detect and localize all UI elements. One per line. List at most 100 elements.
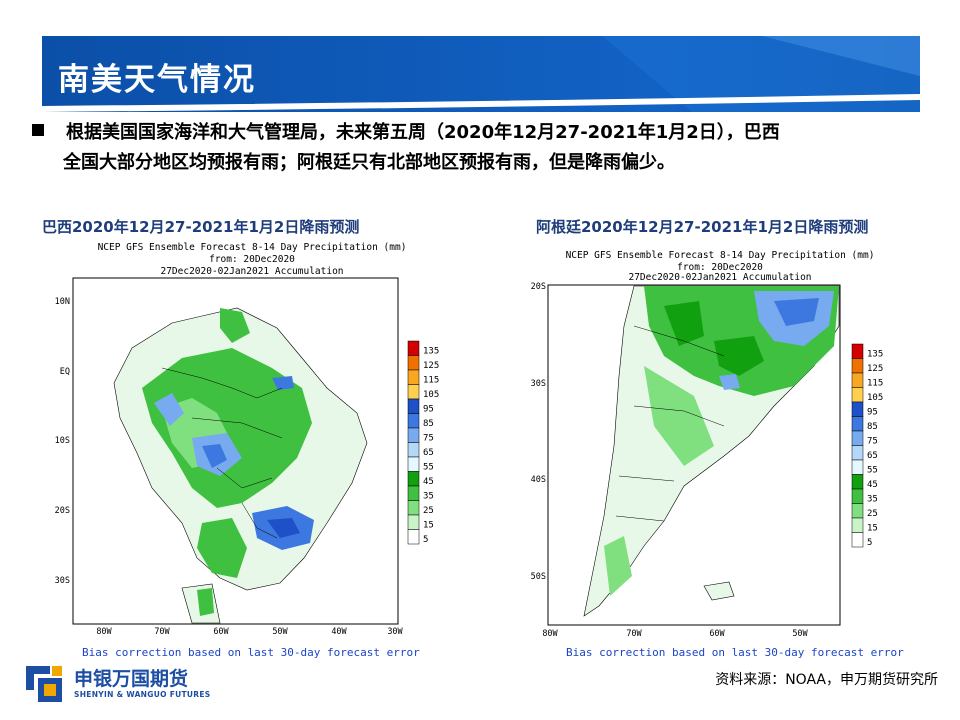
argentina-header-3: 27Dec2020-02Jan2021 Accumulation — [628, 272, 811, 283]
legend-swatch — [407, 514, 420, 530]
argentina-borders — [615, 325, 725, 522]
legend-swatch — [851, 445, 864, 461]
company-logo: 申银万国期货 SHENYIN & WANGUO FUTURES — [22, 660, 242, 708]
brazil-borders — [161, 367, 283, 539]
legend-label: 25 — [867, 509, 878, 519]
legend-swatch — [407, 413, 420, 429]
legend-swatch — [851, 488, 864, 504]
lat-label: 30S — [531, 379, 546, 389]
legend-label: 65 — [423, 448, 434, 458]
lat-label: EQ — [60, 367, 70, 377]
legend-label: 115 — [423, 376, 439, 386]
argentina-land — [583, 285, 840, 617]
legend-label: 135 — [423, 347, 439, 357]
brazil-map-title: 巴西2020年12月27-2021年1月2日降雨预测 — [42, 218, 360, 236]
argentina-header-2: from: 20Dec2020 — [677, 262, 763, 273]
lon-label: 40W — [331, 627, 347, 637]
brazil-map-svg: NCEP GFS Ensemble Forecast 8-14 Day Prec… — [55, 242, 440, 637]
lon-label: 30W — [387, 627, 403, 637]
lat-label: 20S — [55, 506, 70, 516]
argentina-header-1: NCEP GFS Ensemble Forecast 8-14 Day Prec… — [566, 250, 875, 261]
argentina-footer-note: Bias correction based on last 30-day for… — [566, 646, 904, 659]
legend-swatch — [407, 427, 420, 443]
legend-label: 125 — [867, 364, 883, 374]
lon-label: 80W — [542, 629, 558, 639]
argentina-legend: 135 125 115 105 95 85 75 65 55 45 35 25 15 5 — [851, 343, 883, 548]
summary-line-2: 全国大部分地区均预报有雨；阿根廷只有北部地区预报有雨，但是降雨偏少。 — [63, 152, 675, 173]
brazil-header-1: NCEP GFS Ensemble Forecast 8-14 Day Prec… — [98, 242, 407, 253]
legend-label: 35 — [867, 495, 878, 505]
legend-swatch — [407, 384, 420, 400]
lat-label: 50S — [531, 572, 546, 582]
brazil-footer-note: Bias correction based on last 30-day for… — [82, 646, 420, 659]
argentina-lat-labels: 20S 30S 40S 50S — [531, 282, 546, 582]
legend-swatch — [851, 343, 864, 359]
lon-label: 60W — [709, 629, 725, 639]
legend-swatch — [851, 416, 864, 432]
legend-swatch — [851, 503, 864, 519]
legend-label: 75 — [867, 437, 878, 447]
legend-swatch — [851, 532, 864, 548]
lon-label: 70W — [154, 627, 170, 637]
lon-label: 70W — [626, 629, 642, 639]
lat-label: 10S — [55, 436, 70, 446]
brazil-precip-map: NCEP GFS Ensemble Forecast 8-14 Day Prec… — [42, 238, 462, 658]
legend-swatch — [851, 401, 864, 417]
legend-label: 85 — [423, 419, 434, 429]
brazil-header-3: 27Dec2020-02Jan2021 Accumulation — [160, 266, 343, 277]
brazil-header-2: from: 20Dec2020 — [209, 254, 295, 265]
bullet-square-icon — [32, 124, 44, 136]
legend-swatch — [407, 442, 420, 458]
legend-swatch — [851, 387, 864, 403]
lat-label: 10N — [55, 297, 70, 307]
argentina-lon-labels: 80W 70W 60W 50W — [542, 629, 808, 639]
legend-swatch — [851, 358, 864, 374]
legend-swatch — [407, 500, 420, 516]
legend-label: 95 — [867, 408, 878, 418]
legend-label: 75 — [423, 434, 434, 444]
legend-label: 65 — [867, 451, 878, 461]
lon-label: 50W — [272, 627, 288, 637]
legend-label: 105 — [423, 390, 439, 400]
legend-label: 85 — [867, 422, 878, 432]
lon-label: 50W — [792, 629, 808, 639]
legend-label: 105 — [867, 393, 883, 403]
brazil-lon-labels: 80W 70W 60W 50W 40W 30W — [96, 627, 403, 637]
summary-paragraph: 根据美国国家海洋和大气管理局，未来第五周（2020年12月27-2021年1月2… — [63, 118, 906, 178]
argentina-map-title: 阿根廷2020年12月27-2021年1月2日降雨预测 — [536, 218, 869, 236]
logo-english-name: SHENYIN & WANGUO FUTURES — [74, 690, 211, 699]
legend-swatch — [851, 430, 864, 446]
legend-swatch — [851, 517, 864, 533]
banner-background — [42, 36, 920, 112]
legend-swatch — [407, 340, 420, 356]
brazil-land — [113, 307, 368, 624]
lat-label: 40S — [531, 475, 546, 485]
legend-swatch — [407, 398, 420, 414]
legend-label: 115 — [867, 379, 883, 389]
lat-label: 20S — [531, 282, 546, 292]
page-title: 南美天气情况 — [58, 62, 256, 98]
argentina-map-svg: NCEP GFS Ensemble Forecast 8-14 Day Prec… — [531, 250, 884, 639]
legend-swatch — [407, 471, 420, 487]
legend-swatch — [407, 456, 420, 472]
brazil-lat-labels: 10N EQ 10S 20S 30S — [55, 297, 70, 586]
legend-label: 95 — [423, 405, 434, 415]
logo-emblem-icon — [26, 666, 62, 702]
legend-label: 5 — [867, 538, 872, 548]
logo-chinese-name: 申银万国期货 — [74, 668, 189, 690]
legend-swatch — [407, 529, 420, 545]
brazil-legend: 135 125 115 105 95 85 75 65 55 45 35 25 15 5 — [407, 340, 439, 545]
legend-label: 45 — [423, 477, 434, 487]
lon-label: 60W — [213, 627, 229, 637]
legend-label: 125 — [423, 361, 439, 371]
legend-label: 15 — [867, 524, 878, 534]
legend-swatch — [407, 369, 420, 385]
data-source: 资料来源：NOAA，申万期货研究所 — [715, 672, 938, 688]
lon-label: 80W — [96, 627, 112, 637]
title-banner: 南美天气情况 — [42, 36, 920, 112]
legend-swatch — [407, 485, 420, 501]
lat-label: 30S — [55, 576, 70, 586]
legend-label: 135 — [867, 350, 883, 360]
legend-swatch — [851, 474, 864, 490]
legend-label: 5 — [423, 535, 428, 545]
